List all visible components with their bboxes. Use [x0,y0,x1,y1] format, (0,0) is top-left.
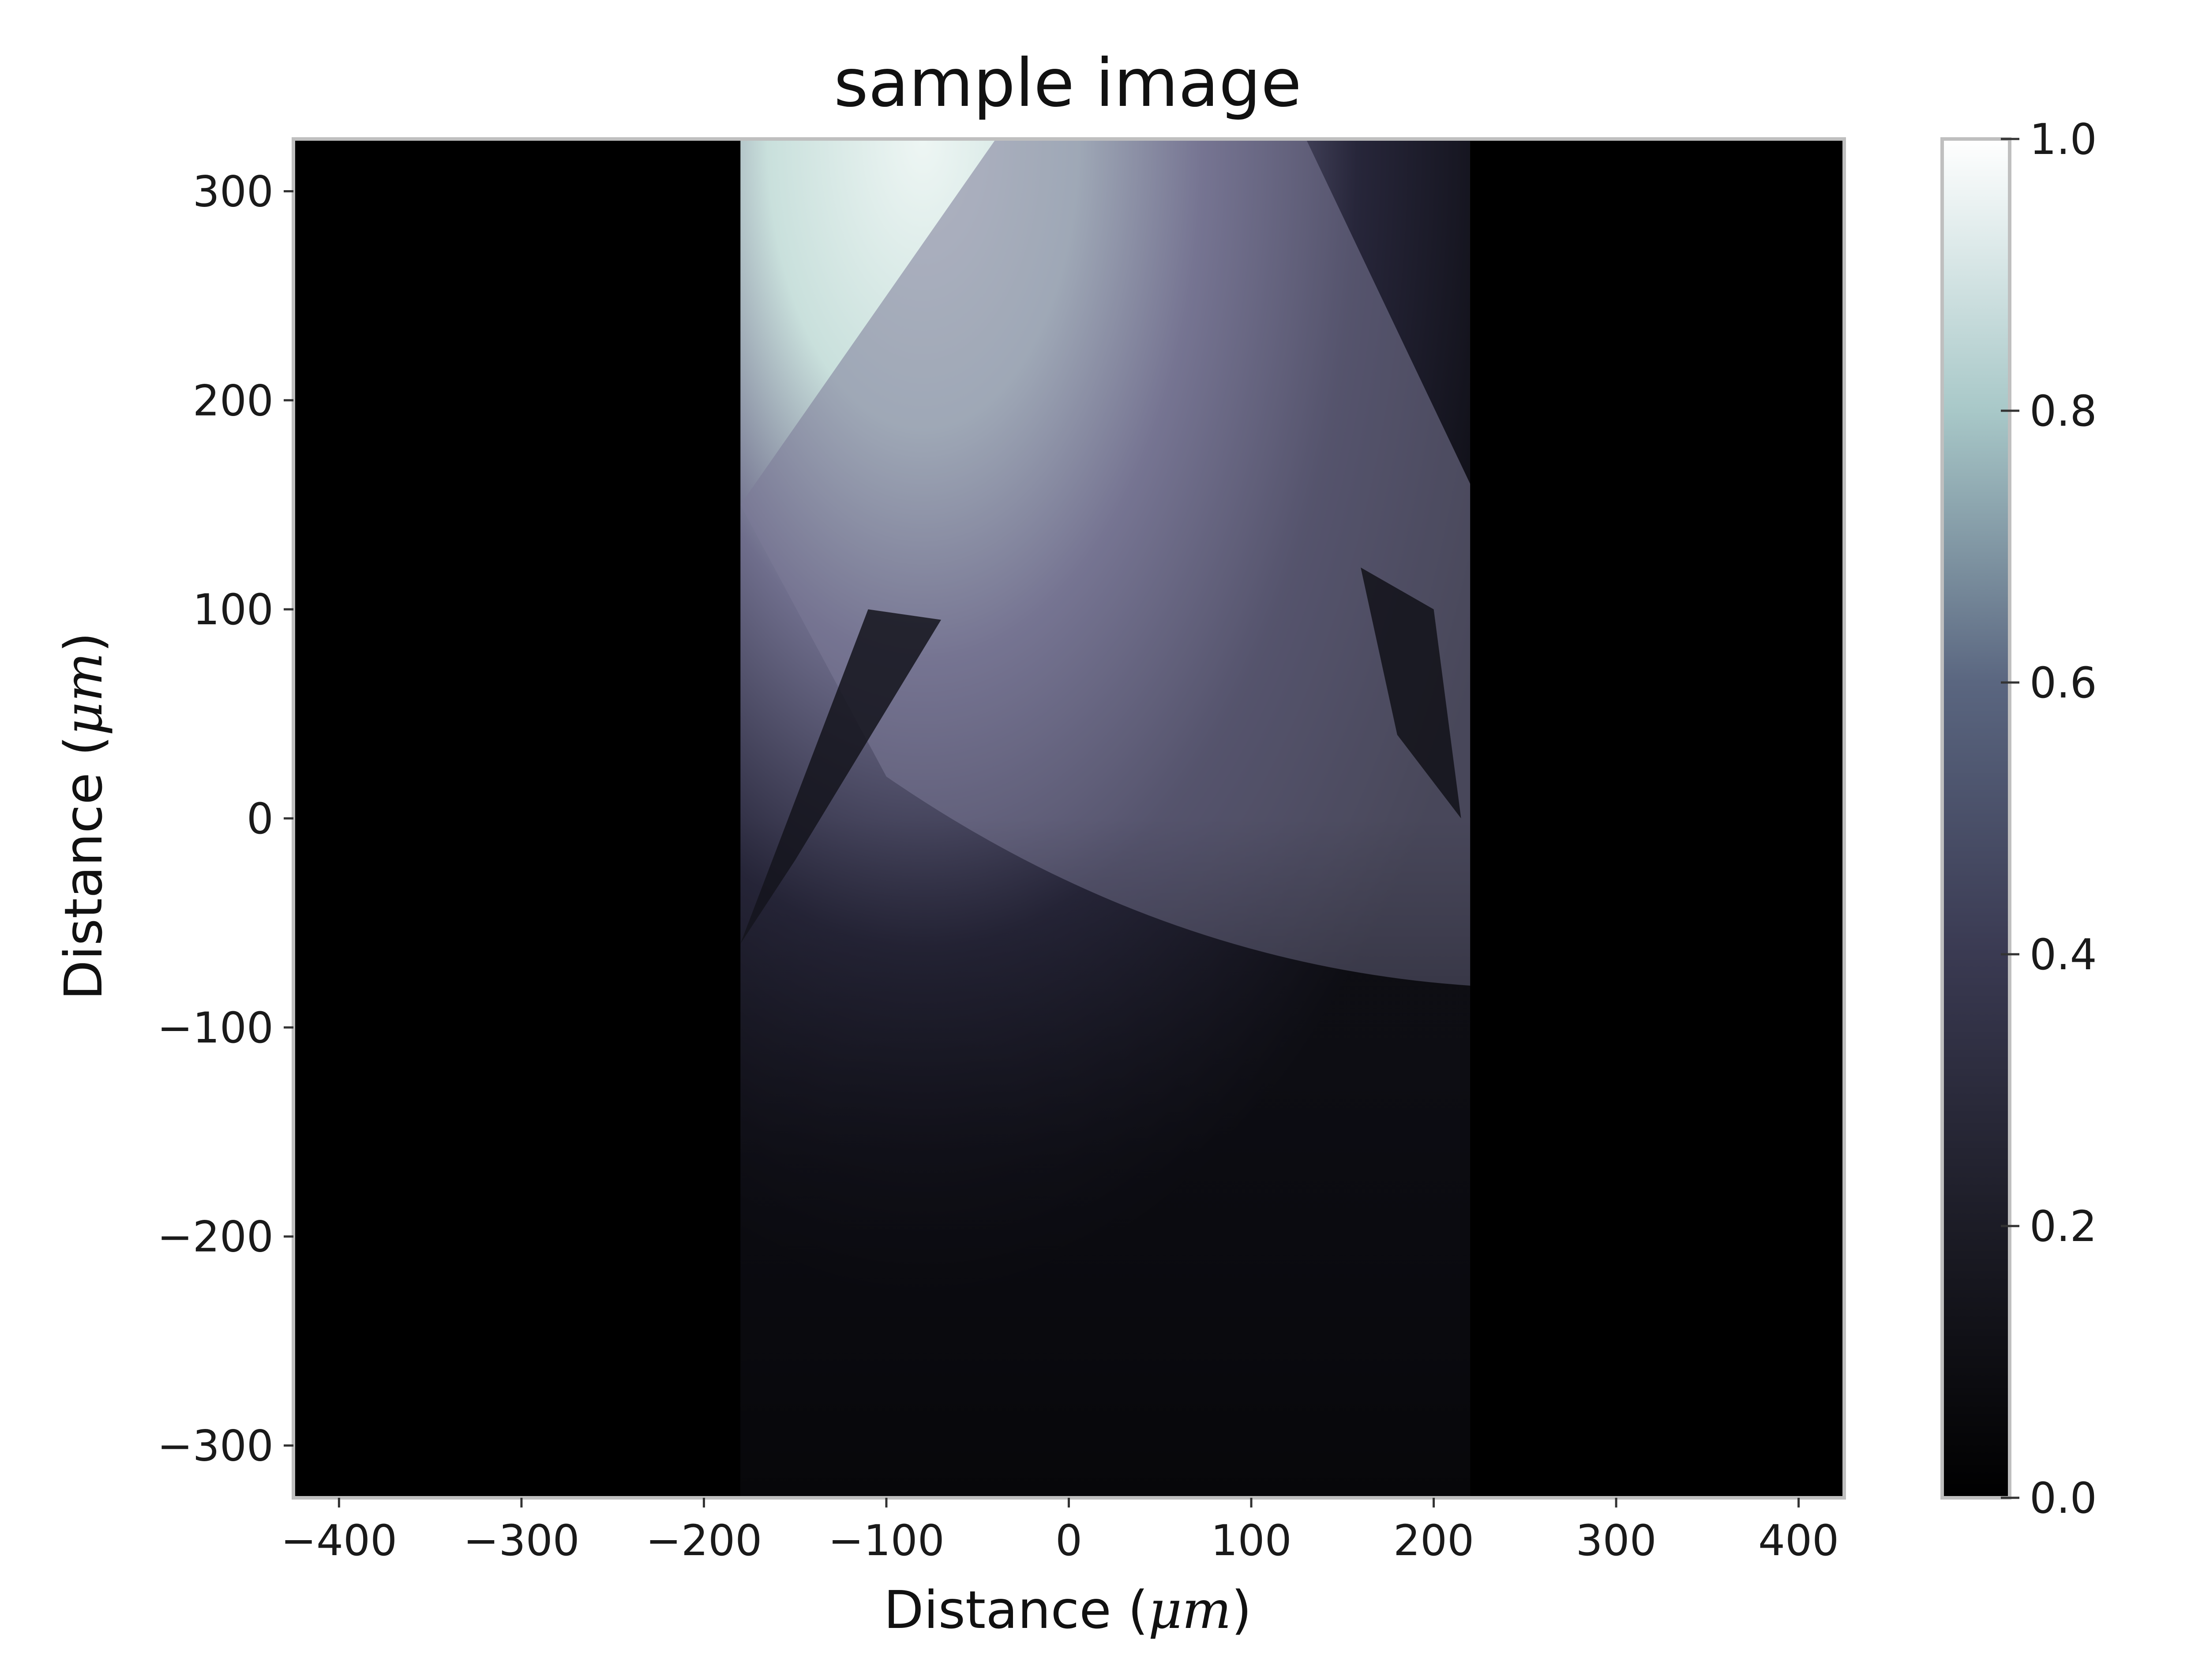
x-axis: −400 −300 −200 −100 0 100 200 300 400 [281,1498,1839,1565]
y-tick-label: 300 [193,167,274,216]
x-tick-label: 0 [1055,1516,1082,1565]
colorbar-tick-label: 0.8 [2030,386,2097,436]
sample-image [740,139,1471,1498]
colorbar-tick-label: 0.6 [2030,658,2097,708]
colorbar-gradient [1940,137,2011,1500]
x-axis-label: Distance (μm) [884,1579,1252,1640]
y-axis-label: Distance (μm) [53,632,114,1000]
x-tick-label: −100 [828,1516,945,1565]
plot-area [292,137,1846,1500]
x-tick-label: −300 [463,1516,580,1565]
y-tick-label: −300 [157,1421,274,1471]
y-tick-label: −100 [157,1003,274,1053]
image-bright-fan [740,139,1471,986]
y-tick-label: 200 [193,376,274,425]
x-tick-label: 300 [1576,1516,1656,1565]
image-dark-lower [740,818,1471,1498]
colorbar-tick-label: 0.2 [2030,1202,2097,1251]
colorbar: 0.0 0.2 0.4 0.6 0.8 1.0 [1940,115,2097,1523]
x-tick-label: 200 [1393,1516,1474,1565]
x-tick-label: −400 [281,1516,398,1565]
colorbar-tick-label: 0.0 [2030,1474,2097,1523]
y-axis: 300 200 100 0 −100 −200 −300 [157,167,293,1471]
y-tick-label: 100 [193,585,274,634]
x-tick-label: −200 [646,1516,762,1565]
chart-title: sample image [834,45,1302,122]
x-tick-label: 400 [1758,1516,1839,1565]
x-tick-label: 100 [1211,1516,1291,1565]
colorbar-tick-label: 1.0 [2030,115,2097,164]
y-tick-label: −200 [157,1212,274,1262]
colorbar-ticks: 0.0 0.2 0.4 0.6 0.8 1.0 [2001,115,2097,1523]
colorbar-tick-label: 0.4 [2030,930,2097,979]
y-tick-label: 0 [247,794,274,844]
image-crack-wedge [1361,567,1461,818]
